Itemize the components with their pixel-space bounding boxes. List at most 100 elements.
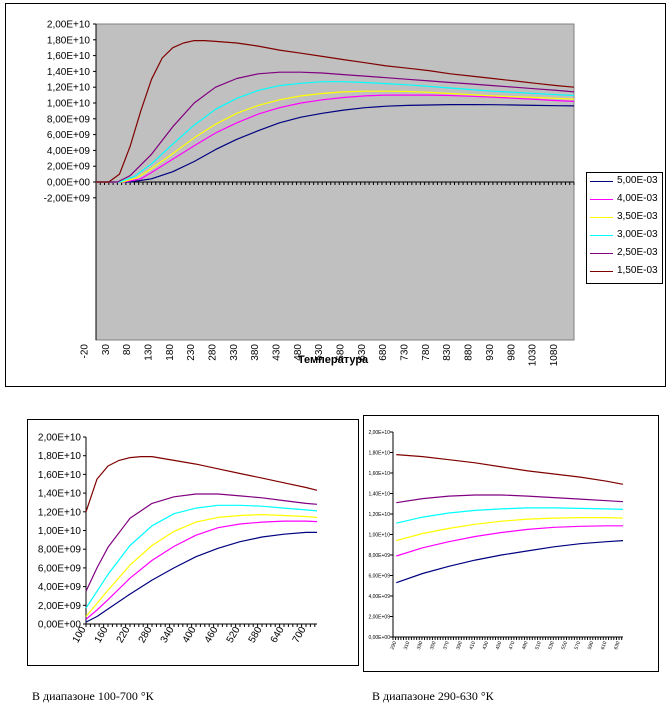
x-tick-label: 610: [600, 640, 609, 650]
x-tick-label: 550: [561, 640, 570, 650]
y-tick-label: 4,00E+09: [47, 146, 91, 157]
y-tick-label: 2,00E+10: [368, 430, 390, 436]
series-line: [96, 103, 575, 183]
x-tick-label: 580: [336, 344, 347, 361]
legend-label: 3,00E-03: [617, 229, 658, 240]
x-tick-label: 630: [613, 640, 622, 650]
x-tick-label: 830: [442, 344, 453, 361]
y-tick-label: 6,00E+09: [47, 130, 91, 141]
x-tick-label: 430: [482, 640, 491, 650]
legend-label: 3,50E-03: [617, 211, 658, 222]
y-tick-label: -2,00E+09: [44, 193, 91, 204]
x-tick-label: 530: [547, 640, 556, 650]
series-line: [85, 531, 317, 623]
y-tick-label: 1,60E+10: [38, 470, 82, 481]
plot-area: [393, 432, 623, 637]
x-tick-label: 390: [455, 640, 464, 650]
series-line: [85, 513, 318, 617]
x-tick-label: 430: [272, 344, 283, 361]
legend-swatch: [590, 253, 613, 254]
legend-swatch: [590, 217, 613, 218]
y-tick-label: 1,00E+10: [38, 526, 82, 537]
x-tick-label: 510: [534, 640, 543, 650]
legend-swatch: [590, 271, 613, 272]
y-tick-label: 0,00E+00: [38, 620, 82, 631]
y-tick-label: 1,40E+10: [47, 67, 91, 78]
y-tick-label: 1,20E+10: [368, 512, 390, 518]
legend-swatch: [590, 199, 613, 200]
x-tick-label: 230: [186, 344, 197, 361]
x-tick-label: 370: [442, 640, 451, 650]
y-tick-label: 1,80E+10: [38, 451, 82, 462]
legend-item: 3,50E-03: [587, 210, 662, 225]
y-tick-label: 1,20E+10: [47, 83, 91, 94]
legend-swatch: [590, 235, 613, 236]
y-tick-label: 2,00E+09: [38, 601, 82, 612]
x-tick-label: 730: [400, 344, 411, 361]
series-line: [96, 71, 575, 183]
y-tick-label: 2,00E+09: [47, 162, 91, 173]
y-tick-label: 8,00E+09: [38, 545, 82, 556]
y-tick-label: 1,40E+10: [38, 489, 82, 500]
series-line: [85, 493, 318, 592]
x-tick-label: 590: [587, 640, 596, 650]
y-tick-label: 8,00E+09: [47, 114, 91, 125]
series-line: [96, 90, 575, 183]
legend-label: 4,00E-03: [617, 193, 658, 204]
series-line: [85, 456, 318, 512]
y-tick-label: 1,00E+10: [368, 532, 390, 538]
y-tick-label: 1,00E+10: [47, 99, 91, 110]
main-chart: 2,00E+10 1,80E+10 1,60E+10 1,40E+10 1,20E+10…: [44, 20, 575, 367]
x-tick-label: 490: [521, 640, 530, 650]
legend: 5,00E-03 4,00E-03 3,50E-03 3,00E-03 2,50…: [586, 172, 663, 284]
y-tick-label: 0,00E+00: [47, 178, 91, 189]
x-tick-label: 310: [403, 640, 412, 650]
x-tick-label: 930: [485, 344, 496, 361]
x-tick-label: 330: [229, 344, 240, 361]
x-tick-label: 410: [469, 640, 478, 650]
x-tick-label: 470: [508, 640, 517, 650]
series-line: [396, 516, 624, 542]
series-line: [96, 39, 575, 183]
x-tick-label: 290: [390, 640, 399, 650]
x-tick-label: 1080: [549, 344, 560, 367]
series-line: [396, 454, 624, 485]
legend-item: 5,00E-03: [587, 174, 662, 189]
series-line: [85, 504, 318, 609]
y-tick-label: 8,00E+09: [368, 553, 390, 559]
series-line: [396, 540, 624, 584]
y-tick-label: 1,20E+10: [38, 507, 82, 518]
caption-290-630: В диапазоне 290-630 °К: [372, 689, 494, 703]
legend-item: 1,50E-03: [587, 264, 662, 279]
y-tick-label: 1,40E+10: [368, 491, 390, 497]
series-line: [85, 520, 318, 620]
y-tick-label: 0,00E+00: [368, 635, 390, 641]
y-tick-label: 2,00E+10: [38, 433, 82, 444]
y-tick-label: 4,00E+09: [38, 582, 82, 593]
caption-100-700: В диапазоне 100-700 °К: [32, 689, 154, 703]
legend-label: 2,50E-03: [617, 247, 658, 258]
x-tick-label: 680: [378, 344, 389, 361]
x-tick-label: 630: [357, 344, 368, 361]
x-tick-label: 380: [250, 344, 261, 361]
x-tick-label: 480: [293, 344, 304, 361]
y-tick-label: 6,00E+09: [368, 573, 390, 579]
x-tick-label: 780: [421, 344, 432, 361]
plot-area: [86, 437, 317, 624]
series-line: [96, 94, 575, 183]
x-tick-label: 980: [506, 344, 517, 361]
x-tick-label: 1030: [528, 344, 539, 367]
x-tick-label: 30: [101, 344, 112, 356]
legend-swatch: [590, 181, 613, 182]
y-tick-label: 4,00E+09: [368, 594, 390, 600]
y-tick-label: 2,00E+10: [47, 20, 91, 31]
series-line: [96, 81, 575, 183]
x-axis-title: Температура: [298, 354, 369, 366]
series-line: [396, 494, 624, 504]
legend-item: 3,00E-03: [587, 228, 662, 243]
x-tick-label: 280: [208, 344, 219, 361]
x-tick-label: -20: [79, 344, 90, 359]
y-tick-label: 2,00E+09: [368, 614, 390, 620]
series-line: [396, 525, 623, 557]
